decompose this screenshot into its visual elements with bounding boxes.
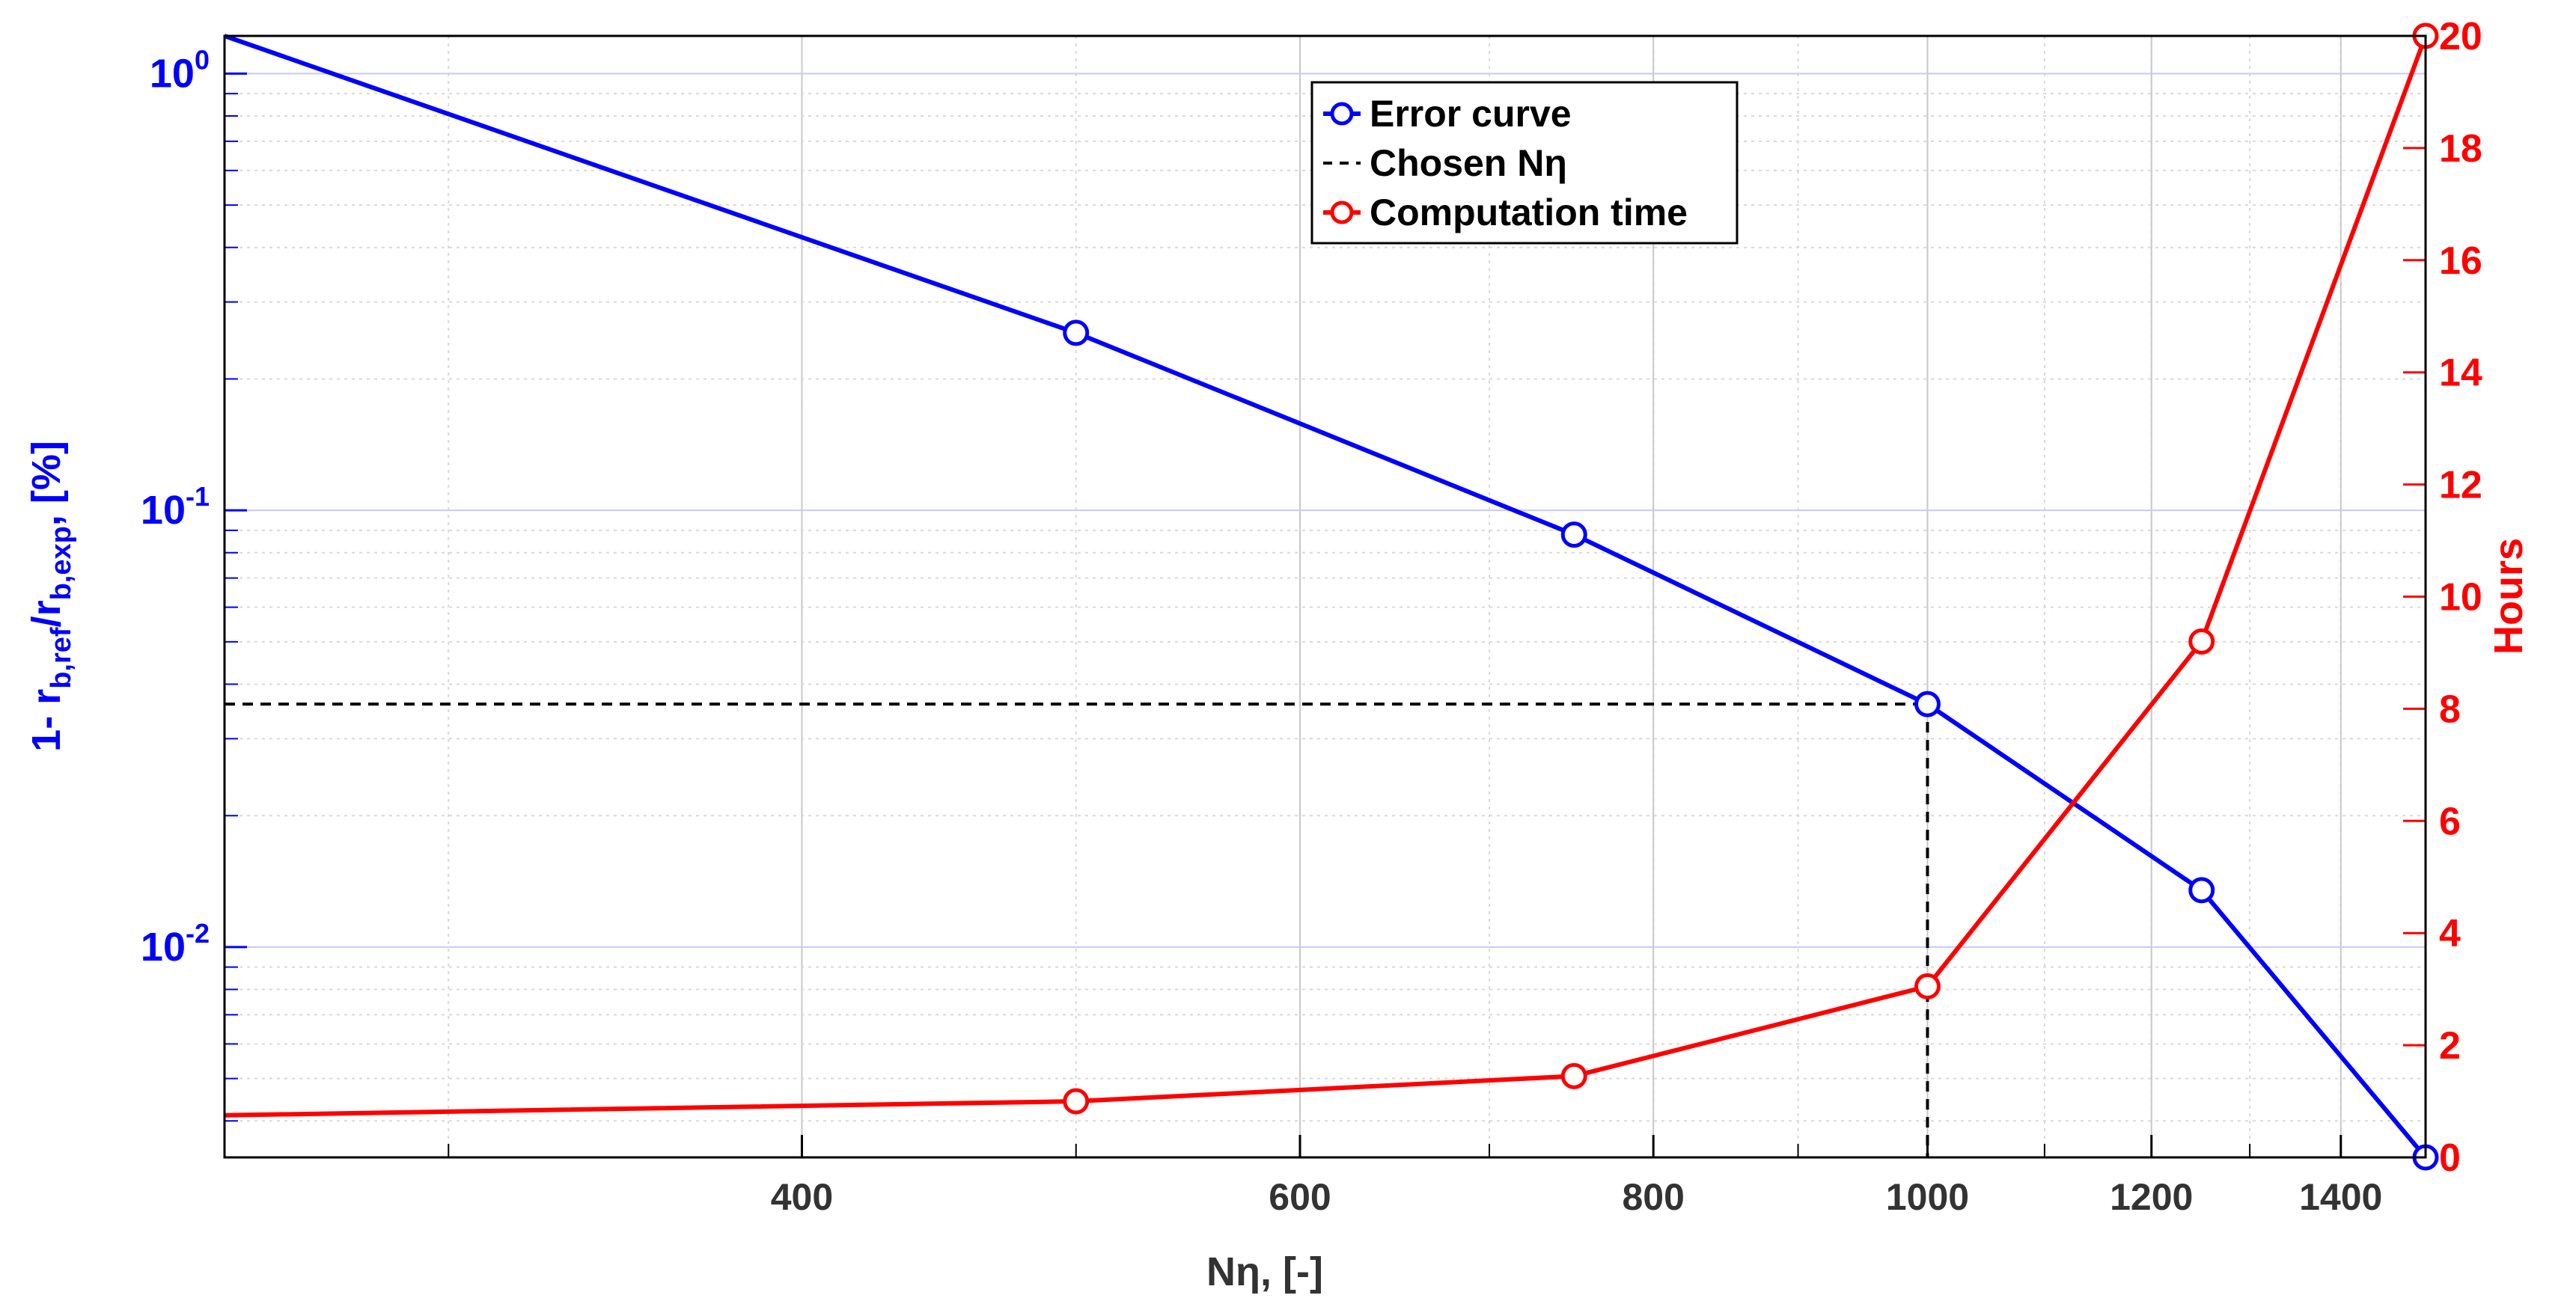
legend-swatch-marker: [1330, 102, 1354, 126]
error-curve-line: [224, 34, 2428, 1159]
y-right-tick-label: 6: [2439, 800, 2461, 843]
computation-time-point: [1914, 973, 1941, 1000]
tick-labels: 400 600 800 1000 1200 1400 100 10-1 10-2 0 2 4 6 8 10 1…: [141, 15, 2482, 1218]
y-right-tick-label: 4: [2439, 912, 2461, 955]
y-left-tick-label: 10-1: [141, 481, 210, 533]
y-right-tick-label: 14: [2439, 352, 2482, 395]
y-right-tick-label: 2: [2439, 1024, 2461, 1068]
legend: Error curve Chosen Nη Computation time: [1310, 81, 1739, 245]
x-tick-label: 800: [1622, 1176, 1684, 1218]
error-curve-point: [1914, 691, 1941, 717]
y-right-tick-label: 10: [2439, 576, 2482, 619]
y-right-tick-label: 8: [2439, 688, 2461, 731]
legend-label: Chosen Nη: [1370, 142, 1567, 184]
chosen-n-reference: [225, 703, 1929, 1157]
computation-time-point: [1063, 1088, 1090, 1115]
error-curve-point: [1063, 319, 1090, 346]
x-axis-label: Nη, [-]: [1206, 1249, 1323, 1294]
y-right-axis-label: Hours: [2486, 538, 2531, 655]
computation-time-line: [224, 34, 2428, 1118]
legend-label: Computation time: [1370, 192, 1688, 233]
plot-frame: [223, 34, 2427, 1159]
legend-swatch-marker: [1330, 201, 1354, 224]
y-left-tick-label: 100: [150, 44, 210, 96]
y-right-tick-label: 16: [2439, 239, 2482, 283]
y-right-tick-label: 18: [2439, 127, 2482, 171]
y-right-tick-label: 0: [2439, 1136, 2461, 1180]
legend-label: Error curve: [1370, 93, 1572, 135]
error-curve-point: [2188, 877, 2215, 904]
series-layer: [224, 22, 2439, 1171]
computation-time-point: [1560, 1062, 1587, 1089]
x-tick-label: 1000: [1886, 1176, 1969, 1218]
legend-box: [1310, 81, 1739, 245]
x-tick-label: 600: [1269, 1176, 1331, 1218]
y-right-tick-label: 12: [2439, 464, 2482, 507]
y-left-axis-label: 1- rb,ref/rb,exp, [%]: [24, 441, 77, 752]
x-tick-label: 400: [771, 1176, 833, 1218]
y-right-tick-label: 20: [2439, 15, 2482, 58]
x-tick-label: 1400: [2299, 1176, 2382, 1218]
x-tick-label: 1200: [2110, 1176, 2193, 1218]
computation-time-point: [2188, 628, 2215, 655]
error-curve-point: [1560, 521, 1587, 548]
y-left-tick-label: 10-2: [141, 918, 210, 970]
